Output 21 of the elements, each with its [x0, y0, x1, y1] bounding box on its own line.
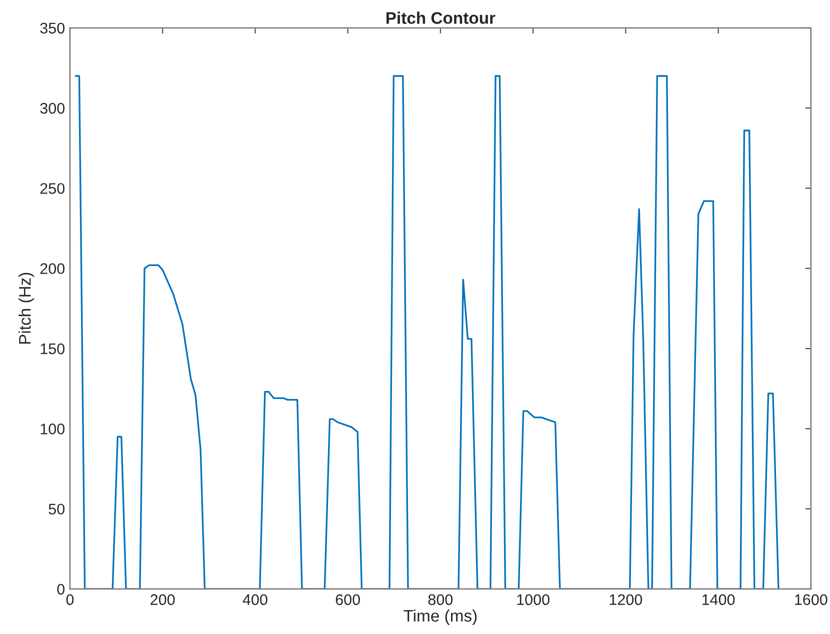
y-tick-label: 150 — [40, 343, 65, 354]
x-tick-label: 0 — [66, 594, 74, 606]
x-axis-title: Time (ms) — [404, 609, 477, 626]
y-tick-label: 350 — [40, 22, 65, 34]
x-tick-label: 400 — [242, 594, 268, 606]
x-tick-label: 1600 — [795, 594, 828, 606]
y-tick-label: 200 — [40, 263, 65, 274]
x-tick-label: 600 — [336, 594, 360, 606]
chart-title: Pitch Contour — [386, 12, 496, 24]
y-tick-label: 50 — [48, 504, 65, 515]
y-tick-label: 0 — [57, 584, 65, 595]
x-tick-label: 1200 — [610, 594, 642, 606]
x-tick-label: 1400 — [702, 594, 735, 606]
y-tick-label: 250 — [40, 183, 65, 194]
x-tick-label: 200 — [150, 594, 175, 606]
y-tick-label: 100 — [40, 424, 65, 434]
x-tick-label: 800 — [428, 594, 453, 606]
y-tick-label: 300 — [40, 102, 65, 114]
y-axis-title: Pitch (Hz) — [18, 272, 34, 344]
line-series — [74, 75, 780, 589]
x-tick-label: 1000 — [517, 594, 550, 606]
